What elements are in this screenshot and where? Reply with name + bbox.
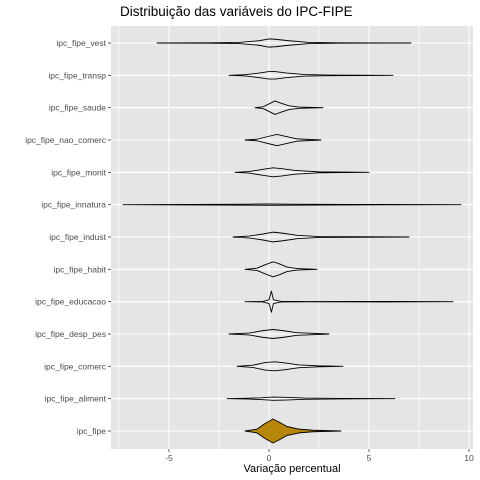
x-tick-label: 5: [367, 453, 372, 463]
y-tick-label: ipc_fipe_aliment: [45, 394, 107, 404]
chart-title: Distribuição das variáveis do IPC-FIPE: [120, 4, 353, 19]
violin-ipc_fipe_aliment: [226, 396, 396, 401]
violins: [122, 38, 462, 444]
y-tick-label: ipc_fipe: [77, 426, 107, 436]
violin-ipc_fipe_transp: [228, 71, 394, 80]
x-tick-label: 10: [464, 453, 474, 463]
violin-ipc_fipe_desp_pes: [228, 329, 330, 339]
y-tick-label: ipc_fipe_nao_comerc: [25, 135, 107, 145]
violin-ipc_fipe_vest: [156, 38, 412, 48]
y-tick-label: ipc_fipe_habit: [54, 264, 107, 274]
violin-ipc_fipe_indust: [232, 231, 410, 243]
x-axis-title: Variação percentual: [243, 463, 340, 475]
y-tick-label: ipc_fipe_innatura: [41, 200, 106, 210]
violin-ipc_fipe_nao_comerc: [244, 133, 322, 147]
y-tick-label: ipc_fipe_transp: [48, 70, 106, 80]
y-tick-label: ipc_fipe_saude: [49, 103, 106, 113]
y-tick-label: ipc_fipe_monit: [51, 167, 106, 177]
violin-ipc_fipe_habit: [244, 261, 318, 278]
x-tick-label: -5: [165, 453, 173, 463]
violin-ipc_fipe_saude: [254, 100, 324, 115]
y-tick-label: ipc_fipe_desp_pes: [35, 329, 106, 339]
y-tick-label: ipc_fipe_educacao: [35, 297, 106, 307]
x-axis-ticks: -5 0 5 10: [165, 449, 474, 463]
y-tick-label: ipc_fipe_indust: [49, 232, 106, 242]
y-tick-label: ipc_fipe_comerc: [44, 361, 107, 371]
x-tick-label: 0: [267, 453, 272, 463]
violin-ipc_fipe_monit: [234, 167, 370, 178]
y-axis-ticks: ipc_fipe_vest ipc_fipe_transp ipc_fipe_sau…: [25, 38, 111, 436]
violin-ipc_fipe: [244, 418, 342, 444]
violin-ipc_fipe_educacao: [244, 290, 454, 313]
y-tick-label: ipc_fipe_vest: [56, 38, 106, 48]
violin-ipc_fipe_innatura: [122, 203, 462, 206]
violin-ipc_fipe_comerc: [236, 361, 344, 372]
